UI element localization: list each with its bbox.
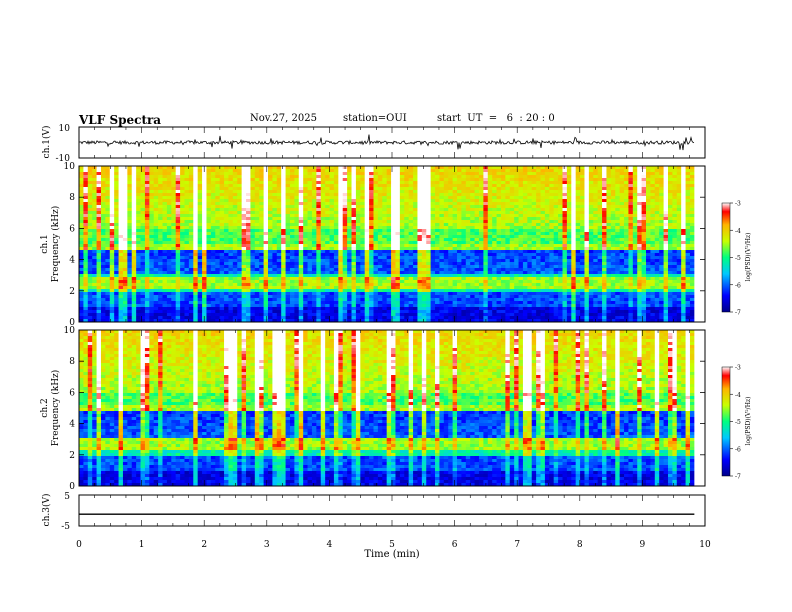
spec2-ytick-3: 6 (69, 388, 75, 398)
time-tick-0: 0 (76, 540, 82, 550)
date-label: Nov.27, 2025 (250, 113, 317, 124)
ch1-spectrogram-ylabel-frequency: Frequency (kHz) (50, 206, 61, 283)
start-time-label: start UT = 6 : 20 : 0 (437, 113, 555, 124)
time-tick-4: 4 (327, 540, 333, 550)
ch3-ytick-bottom: -5 (61, 522, 70, 532)
ch1-ytick-top: 10 (59, 124, 71, 134)
time-tick-5: 5 (389, 540, 395, 550)
time-tick-1: 1 (139, 540, 145, 550)
ch3-ytick-top: 5 (64, 492, 70, 502)
ch1-spectrogram-ylabel-channel: ch.1 (40, 234, 50, 253)
ch1-colorbar: -3 -4 -5 -6 -7 log(PSD)(V²/Hz) (721, 201, 752, 317)
spec2-ytick-1: 2 (69, 451, 75, 461)
spec2-ytick-2: 4 (69, 420, 75, 430)
ch1-spectrogram-image (79, 166, 705, 323)
cbar2-ticks-tick-4: -7 (735, 474, 741, 481)
ch2-colorbar: -3 -4 -5 -6 -7 log(PSD)(V²/Hz) (721, 365, 752, 481)
ch1-waveform-trace (79, 134, 695, 151)
cbar2-ticks-tick-3: -6 (735, 446, 741, 453)
time-axis-label: Time (min) (364, 549, 419, 560)
ch1-colorbar-label: log(PSD)(V²/Hz) (745, 233, 752, 282)
time-tick-9: 9 (640, 540, 646, 550)
time-tick-6: 6 (452, 540, 458, 550)
ch1-waveform-ylabel: ch.1(V) (41, 126, 52, 159)
cbar2-ticks-tick-1: -4 (735, 392, 741, 399)
ch2-spectrogram-ylabel-frequency: Frequency (kHz) (50, 370, 61, 447)
cbar1-ticks-tick-1: -4 (735, 228, 741, 235)
cbar2-ticks-tick-2: -5 (735, 419, 741, 426)
ch2-spectrogram-ylabel-channel: ch.2 (40, 398, 50, 417)
cbar1-ticks-tick-2: -5 (735, 255, 741, 262)
ch2-colorbar-label: log(PSD)(V²/Hz) (745, 397, 752, 446)
ch3-waveform-ylabel: ch.3(V) (41, 494, 52, 527)
time-tick-2: 2 (201, 540, 207, 550)
ch1-spectrogram-panel: 0 2 4 6 8 10 ch.1 Frequency (kHz) (40, 162, 706, 328)
ch3-waveform-panel: 5 -5 ch.3(V) (41, 492, 706, 532)
spec1-ytick-4: 8 (69, 193, 75, 203)
cbar1-ticks-tick-3: -6 (735, 282, 741, 289)
time-tick-3: 3 (264, 540, 270, 550)
time-tick-7: 7 (514, 540, 520, 550)
spec1-ytick-1: 2 (69, 287, 75, 297)
cbar1-ticks-tick-0: -3 (735, 201, 741, 208)
spec2-ytick-5: 10 (64, 326, 76, 336)
cbar2-ticks-tick-0: -3 (735, 365, 741, 372)
ch2-spectrogram-image (79, 330, 705, 487)
station-label: station=OUI (343, 113, 407, 124)
spec1-ytick-2: 4 (69, 256, 75, 266)
time-tick-10: 10 (699, 540, 711, 550)
spec1-ytick-3: 6 (69, 224, 75, 234)
ch1-waveform-panel: 10 -10 ch.1(V) (41, 124, 706, 164)
spec2-ytick-0: 0 (69, 482, 75, 492)
ch2-spectrogram-panel: 0 2 4 6 8 10 ch.2 Frequency (kHz) (40, 326, 706, 492)
spec2-ytick-4: 8 (69, 357, 75, 367)
time-tick-8: 8 (577, 540, 583, 550)
spec1-ytick-0: 0 (69, 318, 75, 328)
spec1-ytick-5: 10 (64, 162, 76, 172)
time-axis-tick-labels: 0 1 2 3 4 5 6 7 8 9 10 (76, 540, 711, 550)
cbar1-ticks-tick-4: -7 (735, 310, 741, 317)
ch1-ytick-bottom: -10 (56, 154, 71, 164)
time-axis-ticks (78, 127, 706, 526)
figure-title: VLF Spectra (79, 113, 162, 127)
